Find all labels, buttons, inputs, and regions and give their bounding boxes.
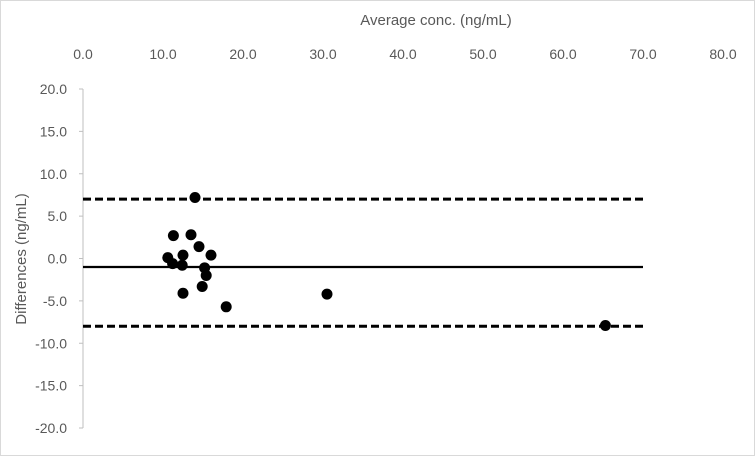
- y-tick-label: 10.0: [40, 166, 67, 182]
- data-point: [200, 269, 212, 281]
- data-point: [196, 280, 208, 292]
- data-point: [321, 288, 333, 300]
- y-tick-label: 15.0: [40, 123, 67, 139]
- y-tick-label: 0.0: [48, 251, 68, 267]
- y-axis-title: Differences (ng/mL): [13, 193, 30, 324]
- data-point: [220, 301, 232, 313]
- data-point: [177, 287, 189, 299]
- data-point: [599, 319, 611, 331]
- x-tick-label: 10.0: [149, 46, 176, 62]
- data-point: [205, 249, 217, 261]
- y-tick-label: 5.0: [48, 208, 68, 224]
- data-point: [177, 249, 189, 261]
- data-point: [167, 230, 179, 242]
- y-tick-labels: 20.0 15.0 10.0 5.0 0.0 -5.0 -10.0 -15.0 -20.0: [35, 81, 67, 436]
- y-tick-label: -15.0: [35, 378, 67, 394]
- data-point: [176, 259, 188, 271]
- y-tick-label: 20.0: [40, 81, 67, 97]
- x-tick-labels: 0.0 10.0 20.0 30.0 40.0 50.0 60.0 70.0 80.0: [73, 46, 737, 62]
- y-tick-label: -5.0: [43, 293, 67, 309]
- x-tick-label: 80.0: [709, 46, 736, 62]
- x-tick-label: 40.0: [389, 46, 416, 62]
- data-points: [162, 191, 611, 331]
- data-point: [189, 191, 201, 203]
- x-tick-label: 50.0: [469, 46, 496, 62]
- data-point: [185, 229, 197, 241]
- data-point: [193, 241, 205, 253]
- x-axis-title: Average conc. (ng/mL): [360, 12, 511, 29]
- x-tick-label: 70.0: [629, 46, 656, 62]
- y-tick-label: -10.0: [35, 335, 67, 351]
- y-tick-label: -20.0: [35, 420, 67, 436]
- x-tick-label: 60.0: [549, 46, 576, 62]
- axes: [79, 88, 84, 429]
- x-tick-label: 30.0: [309, 46, 336, 62]
- x-tick-label: 0.0: [73, 46, 93, 62]
- x-tick-label: 20.0: [229, 46, 256, 62]
- data-point: [167, 258, 179, 270]
